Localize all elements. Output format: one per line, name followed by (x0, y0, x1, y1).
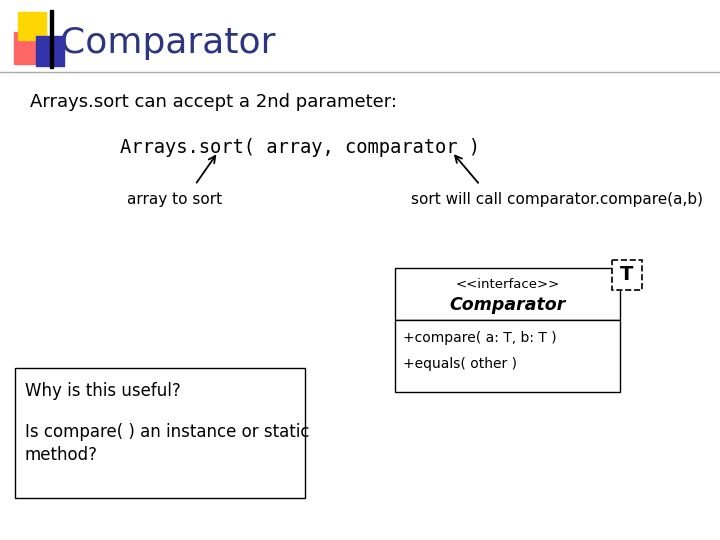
Text: method?: method? (25, 446, 98, 464)
Bar (50, 10, 53, 68)
Text: Why is this useful?: Why is this useful? (25, 382, 181, 400)
Bar (395, 268, 620, 320)
Bar (36, 36, 64, 66)
Text: Comparator: Comparator (449, 296, 566, 314)
Bar (18, 12, 46, 40)
Text: +equals( other ): +equals( other ) (403, 357, 517, 371)
Text: T: T (621, 266, 634, 285)
Text: array to sort: array to sort (127, 192, 222, 207)
Bar (395, 320, 620, 392)
Bar (15, 368, 305, 498)
Text: Arrays.sort can accept a 2nd parameter:: Arrays.sort can accept a 2nd parameter: (30, 93, 397, 111)
Bar (612, 260, 642, 290)
Text: Comparator: Comparator (60, 26, 276, 60)
Text: <<interface>>: <<interface>> (455, 278, 559, 291)
Text: Is compare( ) an instance or static: Is compare( ) an instance or static (25, 423, 310, 441)
Text: sort will call comparator.compare(a,b): sort will call comparator.compare(a,b) (411, 192, 703, 207)
Text: Arrays.sort( array, comparator ): Arrays.sort( array, comparator ) (120, 138, 480, 157)
Bar (14, 32, 46, 64)
Text: +compare( a: T, b: T ): +compare( a: T, b: T ) (403, 331, 557, 345)
